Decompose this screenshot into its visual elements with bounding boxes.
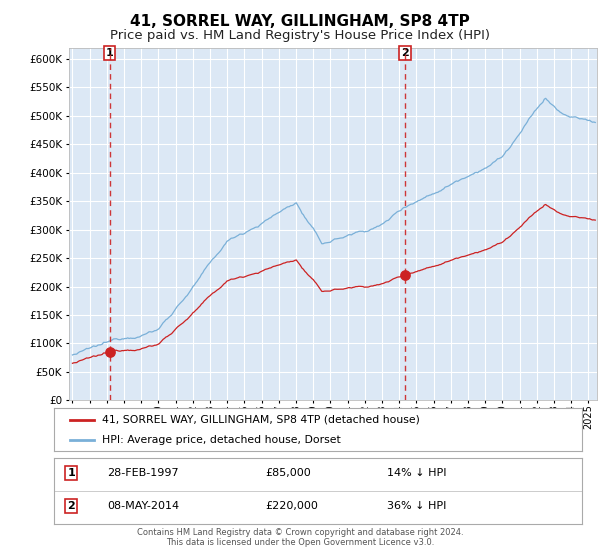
Point xyxy=(400,270,410,279)
Text: This data is licensed under the Open Government Licence v3.0.: This data is licensed under the Open Gov… xyxy=(166,538,434,547)
Text: 08-MAY-2014: 08-MAY-2014 xyxy=(107,501,179,511)
Text: 41, SORREL WAY, GILLINGHAM, SP8 4TP: 41, SORREL WAY, GILLINGHAM, SP8 4TP xyxy=(130,14,470,29)
Text: £85,000: £85,000 xyxy=(265,468,311,478)
Point xyxy=(105,348,115,357)
Text: 1: 1 xyxy=(106,48,113,58)
Text: 36% ↓ HPI: 36% ↓ HPI xyxy=(386,501,446,511)
Text: Contains HM Land Registry data © Crown copyright and database right 2024.: Contains HM Land Registry data © Crown c… xyxy=(137,528,463,536)
Text: £220,000: £220,000 xyxy=(265,501,318,511)
Text: 2: 2 xyxy=(401,48,409,58)
Text: 2: 2 xyxy=(67,501,75,511)
Text: HPI: Average price, detached house, Dorset: HPI: Average price, detached house, Dors… xyxy=(101,435,340,445)
Text: 41, SORREL WAY, GILLINGHAM, SP8 4TP (detached house): 41, SORREL WAY, GILLINGHAM, SP8 4TP (det… xyxy=(101,415,419,424)
Text: Price paid vs. HM Land Registry's House Price Index (HPI): Price paid vs. HM Land Registry's House … xyxy=(110,29,490,42)
Text: 14% ↓ HPI: 14% ↓ HPI xyxy=(386,468,446,478)
Text: 28-FEB-1997: 28-FEB-1997 xyxy=(107,468,178,478)
Text: 1: 1 xyxy=(67,468,75,478)
